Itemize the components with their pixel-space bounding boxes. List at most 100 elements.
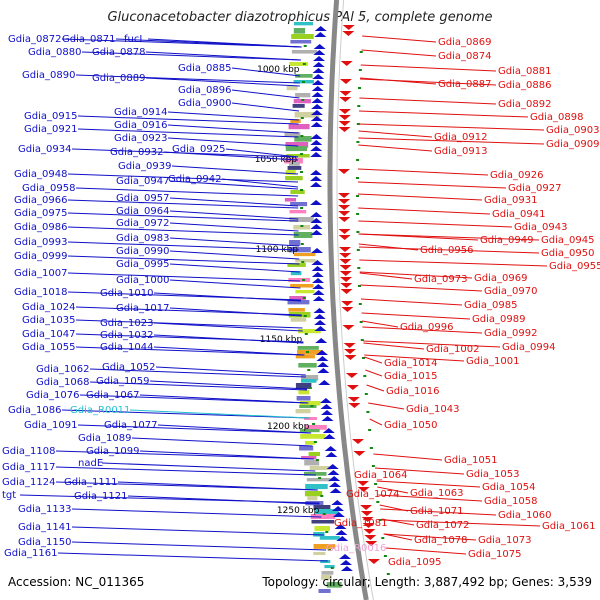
gene-label-gdia-1064[interactable]: Gdia_1064 xyxy=(354,470,407,481)
gene-label-gdia-1035[interactable]: Gdia_1035 xyxy=(22,315,75,326)
gene-label-gdia-1018[interactable]: Gdia_1018 xyxy=(14,287,67,298)
gene-label-nade[interactable]: nadE xyxy=(78,458,103,469)
gene-label-gdia-1117[interactable]: Gdia_1117 xyxy=(2,462,55,473)
gene-label-gdia-1054[interactable]: Gdia_1054 xyxy=(482,482,535,493)
gene-label-gdia-0983[interactable]: Gdia_0983 xyxy=(116,233,169,244)
gene-label-gdia-0900[interactable]: Gdia_0900 xyxy=(178,98,231,109)
gene-label-gdia-0887[interactable]: Gdia_0887 xyxy=(438,79,491,90)
gene-label-gdia-0994[interactable]: Gdia_0994 xyxy=(502,342,555,353)
gene-label-gdia-0912[interactable]: Gdia_0912 xyxy=(434,132,487,143)
gene-label-gdia-1050[interactable]: Gdia_1050 xyxy=(384,420,437,431)
gene-label-gdia-1062[interactable]: Gdia_1062 xyxy=(36,364,89,375)
gene-label-gdia-0869[interactable]: Gdia_0869 xyxy=(438,37,491,48)
gene-label-gdia-1072[interactable]: Gdia_1072 xyxy=(416,520,469,531)
gene-label-gdia-0941[interactable]: Gdia_0941 xyxy=(492,209,545,220)
gene-label-gdia-0915[interactable]: Gdia_0915 xyxy=(24,111,77,122)
gene-label-gdia-1001[interactable]: Gdia_1001 xyxy=(466,356,519,367)
gene-label-gdia-1161[interactable]: Gdia_1161 xyxy=(4,548,57,559)
gene-label-gdia-1047[interactable]: Gdia_1047 xyxy=(22,329,75,340)
gene-label-gdia-0923[interactable]: Gdia_0923 xyxy=(114,133,167,144)
gene-label-gdia-1071[interactable]: Gdia_1071 xyxy=(410,506,463,517)
gene-label-gdia-0880[interactable]: Gdia_0880 xyxy=(28,47,81,58)
gene-label-gdia-0886[interactable]: Gdia_0886 xyxy=(498,80,551,91)
gene-label-gdia-0916[interactable]: Gdia_0916 xyxy=(114,120,167,131)
gene-label-gdia-1016[interactable]: Gdia_1016 xyxy=(386,386,439,397)
gene-label-gdia-1089[interactable]: Gdia_1089 xyxy=(78,433,131,444)
gene-label-gdia-0871[interactable]: Gdia_0871 xyxy=(62,34,115,45)
gene-label-gdia-1095[interactable]: Gdia_1095 xyxy=(388,557,441,568)
gene-label-gdia-0892[interactable]: Gdia_0892 xyxy=(498,99,551,110)
gene-label-gdia-1017[interactable]: Gdia_1017 xyxy=(116,303,169,314)
gene-label-gdia-0874[interactable]: Gdia_0874 xyxy=(438,51,491,62)
gene-label-gdia-1053[interactable]: Gdia_1053 xyxy=(466,469,519,480)
gene-label-gdia-1015[interactable]: Gdia_1015 xyxy=(384,371,437,382)
gene-label-gdia-1002[interactable]: Gdia_1002 xyxy=(426,344,479,355)
gene-label-fuci[interactable]: fucI xyxy=(124,34,142,45)
gene-label-gdia-0903[interactable]: Gdia_0903 xyxy=(546,125,599,136)
gene-label-gdia-0986[interactable]: Gdia_0986 xyxy=(14,222,67,233)
gene-label-gdia-1124[interactable]: Gdia_1124 xyxy=(2,477,55,488)
gene-label-gdia-1044[interactable]: Gdia_1044 xyxy=(100,342,153,353)
gene-label-gdia-0913[interactable]: Gdia_0913 xyxy=(434,146,487,157)
gene-label-gdia-1141[interactable]: Gdia_1141 xyxy=(18,522,71,533)
gene-label-gdia-0972[interactable]: Gdia_0972 xyxy=(116,218,169,229)
gene-label-gdia-0921[interactable]: Gdia_0921 xyxy=(24,124,77,135)
gene-label-gdia-1091[interactable]: Gdia_1091 xyxy=(24,420,77,431)
gene-label-gdia-1055[interactable]: Gdia_1055 xyxy=(22,342,75,353)
gene-label-gdia-0958[interactable]: Gdia_0958 xyxy=(22,183,75,194)
gene-label-gdia-0896[interactable]: Gdia_0896 xyxy=(178,85,231,96)
gene-label-gdia-0925[interactable]: Gdia_0925 xyxy=(172,144,225,155)
gene-label-gdia-0990[interactable]: Gdia_0990 xyxy=(116,246,169,257)
gene-label-gdia-1059[interactable]: Gdia_1059 xyxy=(96,376,149,387)
gene-label-gdia-0889[interactable]: Gdia_0889 xyxy=(92,73,145,84)
gene-label-gdia-0931[interactable]: Gdia_0931 xyxy=(484,195,537,206)
gene-label-gdia-0939[interactable]: Gdia_0939 xyxy=(118,161,171,172)
gene-label-gdia-1010[interactable]: Gdia_1010 xyxy=(100,288,153,299)
gene-label-gdia-1073[interactable]: Gdia_1073 xyxy=(478,535,531,546)
gene-label-gdia-1078[interactable]: Gdia_1078 xyxy=(414,535,467,546)
gene-label-gdia-1108[interactable]: Gdia_1108 xyxy=(2,446,55,457)
gene-label-gdia-1051[interactable]: Gdia_1051 xyxy=(444,455,497,466)
gene-label-gdia-0932[interactable]: Gdia_0932 xyxy=(110,147,163,158)
gene-label-gdia-1014[interactable]: Gdia_1014 xyxy=(384,358,437,369)
gene-label-gdia-0985[interactable]: Gdia_0985 xyxy=(464,300,517,311)
gene-label-gdia-1032[interactable]: Gdia_1032 xyxy=(100,330,153,341)
gene-label-gdia-r0011[interactable]: Gdia_R0011 xyxy=(70,405,130,416)
gene-label-gdia-0957[interactable]: Gdia_0957 xyxy=(116,193,169,204)
gene-label-gdia-r0016[interactable]: Gdia_R0016 xyxy=(326,543,386,554)
gene-label-gdia-1067[interactable]: Gdia_1067 xyxy=(86,390,139,401)
gene-label-gdia-0949[interactable]: Gdia_0949 xyxy=(480,235,533,246)
gene-label-gdia-1063[interactable]: Gdia_1063 xyxy=(410,488,463,499)
gene-label-gdia-0926[interactable]: Gdia_0926 xyxy=(490,170,543,181)
gene-label-gdia-0989[interactable]: Gdia_0989 xyxy=(472,314,525,325)
gene-label-gdia-0885[interactable]: Gdia_0885 xyxy=(178,63,231,74)
gene-label-gdia-0872[interactable]: Gdia_0872 xyxy=(8,34,61,45)
gene-label-gdia-0890[interactable]: Gdia_0890 xyxy=(22,70,75,81)
gene-label-gdia-0993[interactable]: Gdia_0993 xyxy=(14,237,67,248)
gene-label-tgt[interactable]: tgt xyxy=(2,490,16,501)
gene-label-gdia-1074[interactable]: Gdia_1074 xyxy=(346,489,399,500)
gene-label-gdia-0947[interactable]: Gdia_0947 xyxy=(116,176,169,187)
gene-label-gdia-1121[interactable]: Gdia_1121 xyxy=(74,491,127,502)
gene-label-gdia-1077[interactable]: Gdia_1077 xyxy=(104,420,157,431)
gene-label-gdia-0969[interactable]: Gdia_0969 xyxy=(474,273,527,284)
gene-label-gdia-1081[interactable]: Gdia_1081 xyxy=(334,518,387,529)
gene-label-gdia-1043[interactable]: Gdia_1043 xyxy=(406,404,459,415)
gene-label-gdia-0975[interactable]: Gdia_0975 xyxy=(14,208,67,219)
gene-label-gdia-0966[interactable]: Gdia_0966 xyxy=(14,195,67,206)
gene-label-gdia-1060[interactable]: Gdia_1060 xyxy=(498,510,551,521)
gene-label-gdia-0942[interactable]: Gdia_0942 xyxy=(168,174,221,185)
gene-label-gdia-0964[interactable]: Gdia_0964 xyxy=(116,206,169,217)
gene-label-gdia-0996[interactable]: Gdia_0996 xyxy=(400,322,453,333)
gene-label-gdia-0973[interactable]: Gdia_0973 xyxy=(414,274,467,285)
gene-label-gdia-0955[interactable]: Gdia_0955 xyxy=(549,261,600,272)
gene-label-gdia-1068[interactable]: Gdia_1068 xyxy=(36,377,89,388)
gene-label-gdia-0927[interactable]: Gdia_0927 xyxy=(508,183,561,194)
gene-label-gdia-1099[interactable]: Gdia_1099 xyxy=(86,446,139,457)
gene-label-gdia-0970[interactable]: Gdia_0970 xyxy=(484,286,537,297)
gene-label-gdia-1023[interactable]: Gdia_1023 xyxy=(100,318,153,329)
gene-label-gdia-0999[interactable]: Gdia_0999 xyxy=(14,251,67,262)
gene-label-gdia-0945[interactable]: Gdia_0945 xyxy=(541,235,594,246)
gene-label-gdia-1133[interactable]: Gdia_1133 xyxy=(18,504,71,515)
gene-label-gdia-1000[interactable]: Gdia_1000 xyxy=(116,275,169,286)
